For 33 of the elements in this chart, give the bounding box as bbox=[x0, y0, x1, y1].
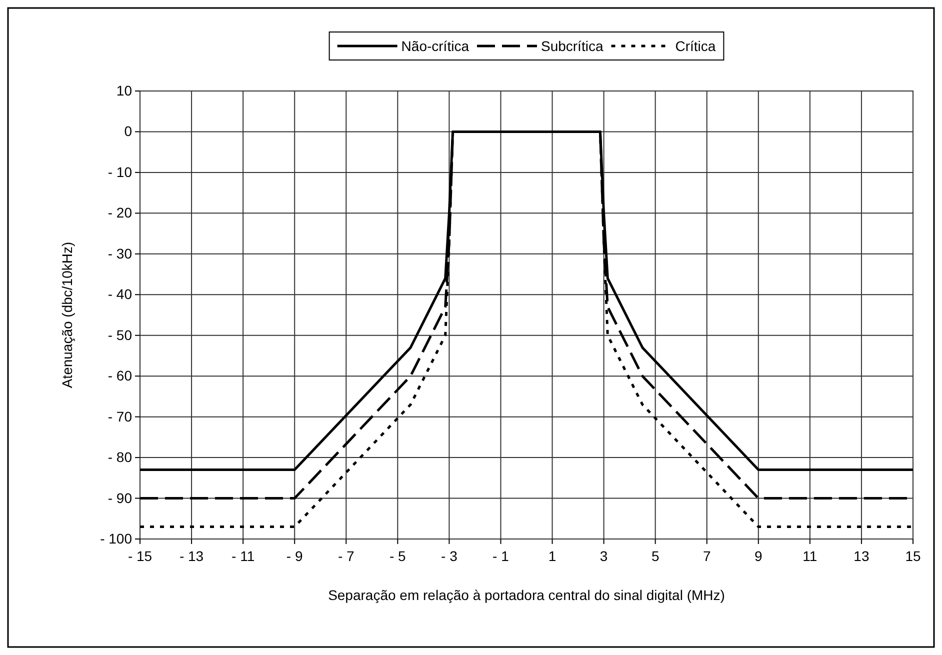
y-tick-label: - 80 bbox=[108, 449, 132, 466]
x-tick-label: 11 bbox=[802, 548, 818, 564]
x-tick-label: - 7 bbox=[338, 548, 355, 564]
legend-label: Não-crítica bbox=[401, 38, 470, 54]
x-tick-label: - 5 bbox=[389, 548, 406, 564]
x-tick-label: - 11 bbox=[232, 548, 255, 564]
y-tick-label: - 10 bbox=[108, 164, 132, 180]
legend-label: Crítica bbox=[675, 38, 716, 54]
x-tick-label: - 15 bbox=[128, 548, 152, 564]
legend-label: Subcrítica bbox=[540, 38, 604, 54]
y-tick-label: - 70 bbox=[108, 408, 132, 424]
y-axis-title: Atenuação (dbc/10kHz) bbox=[59, 242, 75, 388]
x-tick-label: 15 bbox=[905, 548, 921, 564]
x-tick-label: - 1 bbox=[492, 548, 510, 564]
y-tick-label: - 60 bbox=[108, 368, 132, 384]
y-tick-label: 0 bbox=[124, 123, 132, 140]
x-tick-label: 1 bbox=[548, 548, 556, 564]
y-tick-label: - 100 bbox=[100, 530, 132, 546]
y-tick-label: - 90 bbox=[108, 490, 132, 506]
x-tick-label: 9 bbox=[754, 548, 762, 564]
x-axis-title: Separação em relação à portadora central do sinal digital (MHz) bbox=[328, 587, 725, 603]
y-tick-label: - 40 bbox=[108, 286, 132, 302]
x-tick-label: 7 bbox=[702, 548, 711, 564]
x-tick-label: - 9 bbox=[286, 548, 303, 564]
x-tick-label: 5 bbox=[651, 548, 660, 564]
x-tick-label: 3 bbox=[600, 548, 608, 564]
x-tick-label: 13 bbox=[854, 548, 870, 564]
y-tick-label: - 30 bbox=[108, 245, 132, 262]
x-tick-label: - 3 bbox=[441, 548, 458, 564]
y-tick-label: - 50 bbox=[108, 326, 132, 343]
y-tick-label: - 20 bbox=[108, 204, 132, 221]
y-tick-label: 10 bbox=[116, 82, 132, 98]
x-tick-label: - 13 bbox=[179, 548, 204, 564]
